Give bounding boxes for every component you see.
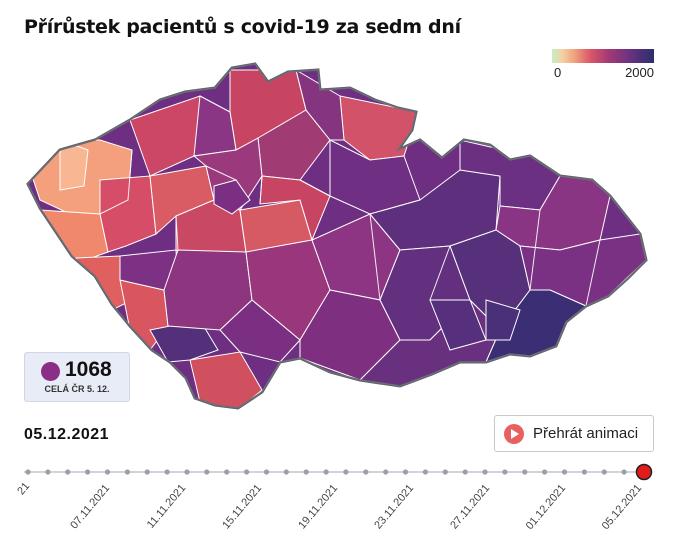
timeline-day-dot[interactable] <box>224 469 230 475</box>
timeline-date-label[interactable]: 15.11.2021 <box>220 482 264 531</box>
summary-label: CELÁ ČR 5. 12. <box>44 384 110 394</box>
timeline-day-dot[interactable] <box>25 469 31 475</box>
timeline-day-dot[interactable] <box>323 469 329 475</box>
timeline-date-label[interactable]: 11.11.2021 <box>145 482 189 531</box>
date-timeline[interactable]: 21 07.11.2021 11.11.2021 15.11.2021 19.11.2… <box>0 458 694 546</box>
timeline-day-dot[interactable] <box>383 469 389 475</box>
timeline-day-dot[interactable] <box>343 469 349 475</box>
region-jicin[interactable] <box>295 68 345 141</box>
timeline-day-dot[interactable] <box>244 469 250 475</box>
timeline-day-dots[interactable] <box>25 469 627 475</box>
timeline-current-marker[interactable] <box>635 463 653 481</box>
summary-value: 1068 <box>65 358 112 381</box>
current-date: 05.12.2021 <box>24 426 110 443</box>
map-title: Přírůstek pacientů s covid-19 za sedm dn… <box>24 16 461 38</box>
timeline-day-dot[interactable] <box>164 469 170 475</box>
region-sokolov[interactable] <box>59 139 89 191</box>
region-ceske-budejovice[interactable] <box>219 299 301 363</box>
region-uherske-hradiste[interactable] <box>485 299 521 341</box>
timeline-day-dot[interactable] <box>124 469 130 475</box>
timeline-day-dot[interactable] <box>263 469 270 475</box>
region-tachov[interactable] <box>39 209 109 263</box>
timeline-day-dot[interactable] <box>422 469 428 475</box>
timeline-day-dot[interactable] <box>601 469 607 475</box>
timeline-day-dot[interactable] <box>363 469 369 475</box>
timeline-day-dot[interactable] <box>144 469 150 475</box>
timeline-day-dot[interactable] <box>184 469 190 475</box>
legend-max-label: 2000 <box>625 65 654 80</box>
legend-min-label: 0 <box>554 65 562 80</box>
timeline-day-dot[interactable] <box>442 469 448 475</box>
timeline-day-dot[interactable] <box>502 469 508 475</box>
timeline-date-label[interactable]: 19.11.2021 <box>296 482 340 531</box>
region-praha[interactable] <box>213 179 251 215</box>
timeline-day-dot[interactable] <box>482 469 488 475</box>
timeline-day-dot[interactable] <box>65 469 71 475</box>
timeline-day-dot[interactable] <box>204 469 210 475</box>
timeline-date-label[interactable]: 01.12.2021 <box>524 482 569 532</box>
timeline-date-label[interactable]: 05.12.2021 <box>600 482 645 532</box>
czech-district-map <box>26 62 648 410</box>
legend-gradient-bar <box>552 49 654 63</box>
play-animation-label: Přehrát animaci <box>533 425 639 442</box>
timeline-date-label[interactable]: 23.11.2021 <box>372 482 416 531</box>
timeline-day-dot[interactable] <box>522 469 528 475</box>
timeline-day-dot[interactable] <box>462 469 468 475</box>
timeline-day-dot[interactable] <box>561 469 568 475</box>
national-summary-badge: 1068 CELÁ ČR 5. 12. <box>24 352 130 402</box>
timeline-day-dot[interactable] <box>85 469 91 475</box>
timeline-label-partial[interactable]: 21 <box>15 480 32 497</box>
timeline-day-dot[interactable] <box>303 469 309 475</box>
summary-color-dot <box>41 362 60 381</box>
region-brno[interactable] <box>429 299 487 351</box>
timeline-day-dot[interactable] <box>45 469 51 475</box>
timeline-day-dot[interactable] <box>283 469 289 475</box>
play-icon <box>504 424 524 444</box>
play-animation-button[interactable]: Přehrát animaci <box>494 415 654 452</box>
timeline-day-dot[interactable] <box>542 469 548 475</box>
timeline-date-label[interactable]: 27.11.2021 <box>448 482 492 531</box>
color-legend: 0 2000 <box>552 49 654 80</box>
timeline-day-dot[interactable] <box>621 469 627 475</box>
timeline-day-dot[interactable] <box>402 469 409 475</box>
timeline-date-labels[interactable]: 07.11.2021 11.11.2021 15.11.2021 19.11.2021… <box>68 482 644 532</box>
timeline-day-dot[interactable] <box>104 469 111 475</box>
timeline-day-dot[interactable] <box>581 469 588 475</box>
timeline-date-label[interactable]: 07.11.2021 <box>68 482 112 531</box>
